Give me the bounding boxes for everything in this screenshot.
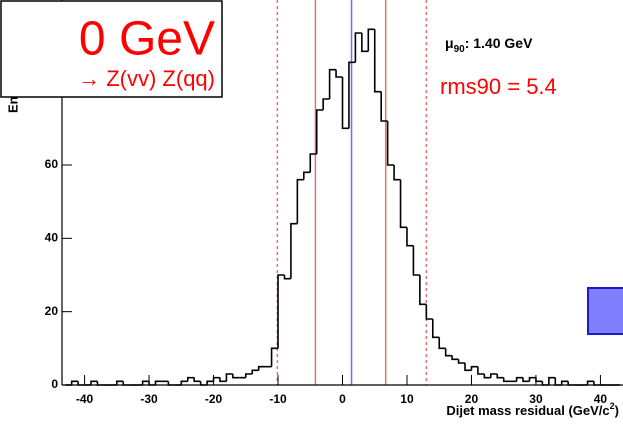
hist-bin: [380, 91, 388, 122]
hist-bin: [554, 377, 562, 386]
hist-bin: [457, 359, 466, 364]
stat-subscript: 90: [454, 44, 466, 55]
hist-bin: [219, 377, 227, 383]
chart-subtitle: → Z(vv) Z(qq): [78, 66, 215, 91]
hist-bin: [348, 61, 356, 129]
hist-bin: [257, 365, 266, 371]
hist-bin: [431, 319, 440, 339]
stat-label: μ90: 1.40 GeV: [445, 35, 533, 55]
chart-title: 0 GeV: [79, 13, 215, 66]
hist-bin: [399, 179, 407, 229]
hist-bin: [154, 380, 162, 385]
hist-bin: [490, 373, 498, 378]
y-tick-label: 0: [51, 377, 58, 391]
hist-bin: [270, 347, 279, 367]
x-tick-label: 20: [465, 392, 479, 406]
hist-bin: [283, 275, 291, 280]
hist-bin: [528, 376, 536, 382]
hist-bin: [335, 69, 343, 78]
hist-bin: [70, 380, 79, 385]
stat-text: : 1.40 GeV: [465, 35, 533, 51]
hist-bin: [406, 227, 414, 247]
hist-bin: [483, 374, 491, 379]
hist-bin: [464, 363, 472, 372]
hist-bin: [116, 380, 124, 385]
hist-bin: [560, 380, 569, 385]
hist-bin: [180, 380, 188, 385]
hist-bin: [477, 366, 485, 375]
hist-bin: [244, 373, 253, 378]
hist-bin: [522, 377, 530, 383]
hist-bin: [354, 32, 362, 63]
y-tick-label: 60: [45, 157, 59, 171]
x-tick-label: -20: [205, 392, 223, 406]
hist-bin: [515, 376, 524, 382]
x-tick-label: 10: [400, 392, 414, 406]
hist-bin: [251, 369, 259, 374]
hist-bin: [141, 380, 150, 385]
hist-bin: [444, 348, 453, 357]
hist-bin: [502, 377, 511, 383]
x-tick-label: -10: [269, 392, 287, 406]
x-tick-label: -40: [76, 392, 94, 406]
x-tick-label: 40: [594, 392, 608, 406]
hist-bin: [373, 29, 382, 93]
hist-bin: [496, 374, 504, 379]
hist-bin: [225, 373, 233, 382]
legend-box: [587, 287, 623, 335]
rms-label: rms90 = 5.4: [440, 74, 557, 99]
hist-bin: [341, 77, 349, 130]
hist-bin: [303, 171, 311, 180]
x-tick-label: 0: [339, 392, 346, 406]
plot-area: -40-30-20-10010203040020406080: [45, 0, 623, 406]
x-tick-label: 30: [529, 392, 543, 406]
hist-bin: [361, 33, 369, 53]
hist-bin: [186, 376, 195, 382]
hist-bin: [419, 275, 427, 306]
y-tick-label: 40: [45, 231, 59, 245]
hist-bin: [412, 245, 420, 276]
y-tick-label: 20: [45, 304, 59, 318]
hist-bin: [393, 165, 401, 181]
hist-bin: [296, 178, 304, 224]
hist-bin: [232, 374, 240, 379]
hist-bin: [277, 274, 285, 349]
hist-bin: [206, 380, 214, 385]
stat-symbol: μ: [445, 35, 454, 51]
x-label-sup: 2: [610, 401, 615, 411]
hist-bin: [315, 109, 324, 154]
hist-bin: [193, 377, 201, 383]
hist-bin: [290, 222, 298, 279]
hist-bin: [212, 376, 220, 382]
hist-bin: [451, 355, 459, 361]
hist-bin: [367, 28, 375, 52]
hist-bin: [548, 376, 556, 385]
hist-bin: [470, 365, 478, 371]
hist-bin: [386, 121, 395, 166]
x-axis-label: Dijet mass residual (GeV/c2): [446, 401, 619, 418]
hist-bin: [438, 337, 446, 350]
x-label-end: ): [615, 403, 619, 418]
hist-bin: [328, 68, 337, 99]
hist-bin: [586, 380, 594, 385]
hist-bin: [309, 153, 317, 173]
x-tick-label: -30: [140, 392, 158, 406]
title-box: [0, 0, 223, 98]
hist-bin: [90, 380, 98, 385]
hist-bin: [535, 377, 543, 383]
hist-bin: [425, 304, 433, 320]
x-label-text: Dijet mass residual (GeV/c: [446, 403, 609, 418]
hist-bin: [322, 98, 330, 110]
